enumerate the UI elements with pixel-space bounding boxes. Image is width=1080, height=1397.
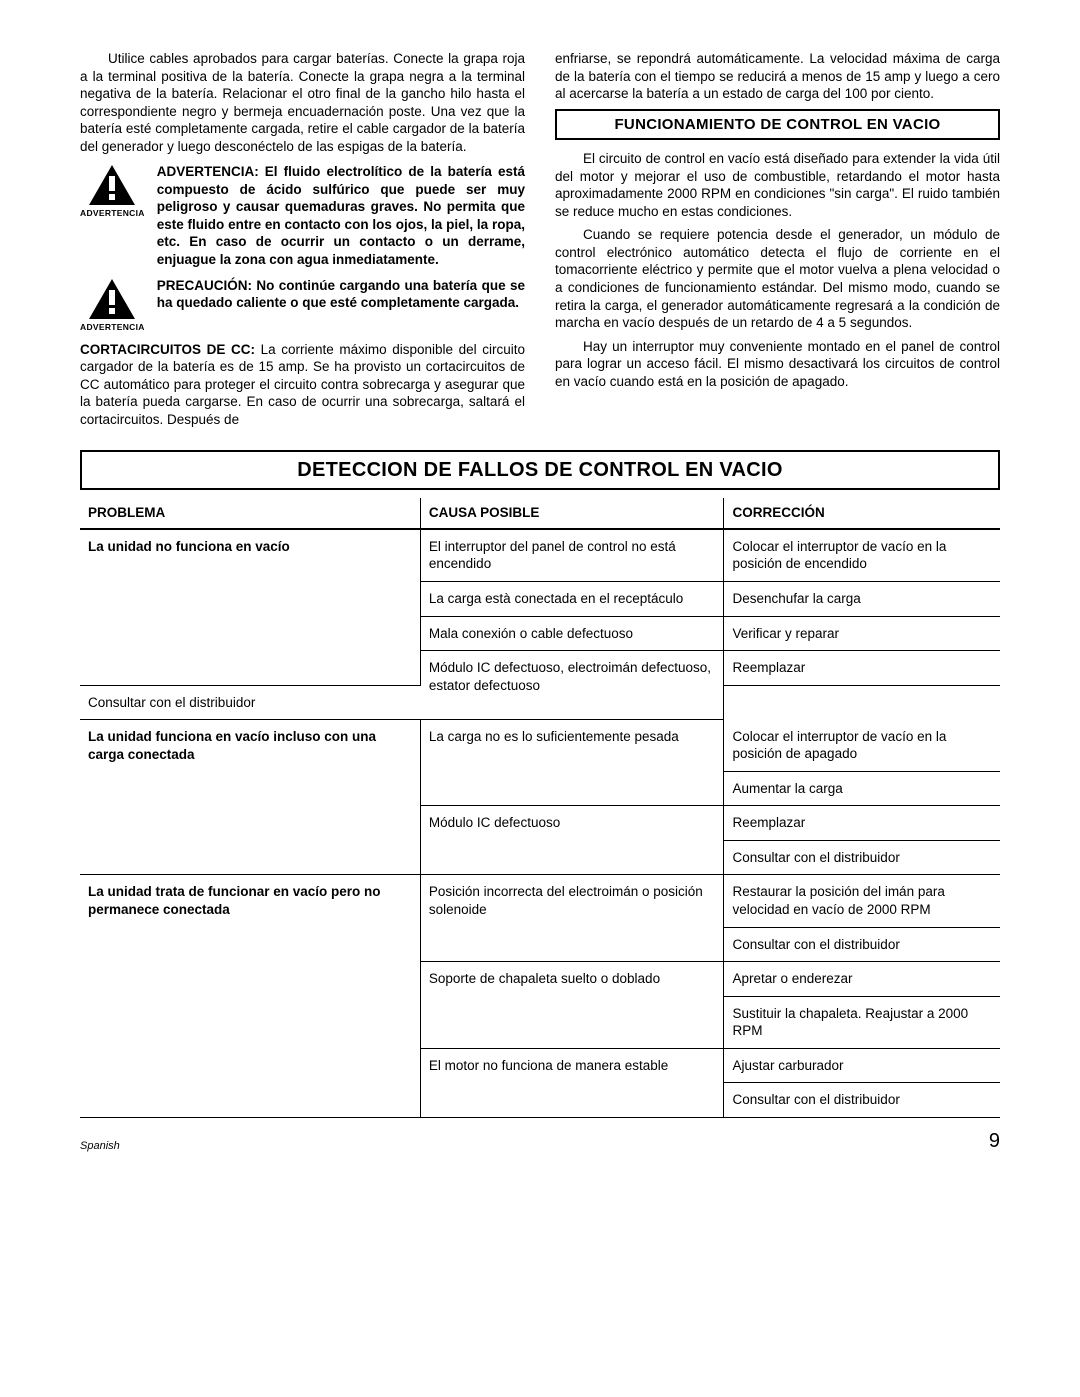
th-problema: PROBLEMA <box>80 498 420 529</box>
two-column-body: Utilice cables aprobados para cargar bat… <box>80 50 1000 434</box>
right-para-3: Hay un interruptor muy conveniente monta… <box>555 338 1000 391</box>
cell-fix: Aumentar la carga <box>724 771 1000 806</box>
left-column: Utilice cables aprobados para cargar bat… <box>80 50 525 434</box>
cell-fix: Consultar con el distribuidor <box>724 1083 1000 1118</box>
cell-fix: Consultar con el distribuidor <box>80 685 420 720</box>
cell-fix: Consultar con el distribuidor <box>724 927 1000 962</box>
cell-cause: Mala conexión o cable defectuoso <box>420 616 724 651</box>
th-causa: CAUSA POSIBLE <box>420 498 724 529</box>
footer-language: Spanish <box>80 1139 120 1153</box>
footer-page-number: 9 <box>989 1128 1000 1154</box>
cell-cause: El interruptor del panel de control no e… <box>420 529 724 582</box>
table-row: La unidad funciona en vacío incluso con … <box>80 720 1000 772</box>
warning-triangle-icon <box>86 277 138 321</box>
warning-icon-1-wrap: ADVERTENCIA <box>80 163 145 268</box>
cell-cause: Soporte de chapaleta suelto o doblado <box>420 962 724 1049</box>
warning-icon-1-label: ADVERTENCIA <box>80 208 145 219</box>
right-para-2: Cuando se requiere potencia desde el gen… <box>555 226 1000 331</box>
warning-block-2: ADVERTENCIA PRECAUCIÓN: No continúe carg… <box>80 277 525 333</box>
right-para-1: El circuito de control en vacío está dis… <box>555 150 1000 220</box>
warning-triangle-icon <box>86 163 138 207</box>
cell-fix: Colocar el interruptor de vacío en la po… <box>724 529 1000 582</box>
cell-cause: La carga està conectada en el receptácul… <box>420 581 724 616</box>
warning-icon-2-label: ADVERTENCIA <box>80 322 145 333</box>
table-row: La unidad no funciona en vacíoEl interru… <box>80 529 1000 582</box>
cell-fix: Ajustar carburador <box>724 1048 1000 1083</box>
cell-problem: La unidad no funciona en vacío <box>80 529 420 685</box>
troubleshoot-heading: DETECCION DE FALLOS DE CONTROL EN VACIO <box>80 450 1000 490</box>
table-row: La unidad trata de funcionar en vacío pe… <box>80 875 1000 927</box>
cc-lead: CORTACIRCUITOS DE CC: <box>80 342 255 357</box>
cell-fix: Verificar y reparar <box>724 616 1000 651</box>
warning-2-text: PRECAUCIÓN: No continúe cargando una bat… <box>157 277 525 333</box>
th-correccion: CORRECCIÓN <box>724 498 1000 529</box>
cell-cause: Módulo IC defectuoso, electroimán defect… <box>420 651 724 720</box>
cell-cause: Módulo IC defectuoso <box>420 806 724 875</box>
cell-fix: Sustituir la chapaleta. Reajustar a 2000… <box>724 996 1000 1048</box>
table-header-row: PROBLEMA CAUSA POSIBLE CORRECCIÓN <box>80 498 1000 529</box>
cell-fix: Reemplazar <box>724 806 1000 841</box>
cell-fix: Colocar el interruptor de vacío en la po… <box>724 720 1000 772</box>
cell-fix: Consultar con el distribuidor <box>724 840 1000 875</box>
table-body: La unidad no funciona en vacíoEl interru… <box>80 529 1000 1117</box>
cell-fix: Desenchufar la carga <box>724 581 1000 616</box>
warning-1-text: ADVERTENCIA: El fluido electrolítico de … <box>157 163 525 268</box>
page-footer: Spanish 9 <box>80 1128 1000 1154</box>
cell-problem: La unidad trata de funcionar en vacío pe… <box>80 875 420 1117</box>
troubleshoot-table: PROBLEMA CAUSA POSIBLE CORRECCIÓN La uni… <box>80 498 1000 1117</box>
cell-cause: El motor no funciona de manera estable <box>420 1048 724 1117</box>
left-para-1: Utilice cables aprobados para cargar bat… <box>80 50 525 155</box>
right-column: enfriarse, se repondrá automáticamente. … <box>555 50 1000 434</box>
left-para-2: CORTACIRCUITOS DE CC: La corriente máxim… <box>80 341 525 429</box>
cell-fix: Restaurar la posición del imán para velo… <box>724 875 1000 927</box>
cell-fix: Apretar o enderezar <box>724 962 1000 997</box>
warning-block-1: ADVERTENCIA ADVERTENCIA: El fluido elect… <box>80 163 525 268</box>
cell-problem: La unidad funciona en vacío incluso con … <box>80 720 420 875</box>
cell-cause: Posición incorrecta del electroimán o po… <box>420 875 724 962</box>
cell-cause: La carga no es lo suficientemente pesada <box>420 720 724 806</box>
warning-icon-2-wrap: ADVERTENCIA <box>80 277 145 333</box>
right-top-para: enfriarse, se repondrá automáticamente. … <box>555 50 1000 103</box>
subheading-vacio: FUNCIONAMIENTO DE CONTROL EN VACIO <box>555 109 1000 141</box>
cell-fix: Reemplazar <box>724 651 1000 686</box>
